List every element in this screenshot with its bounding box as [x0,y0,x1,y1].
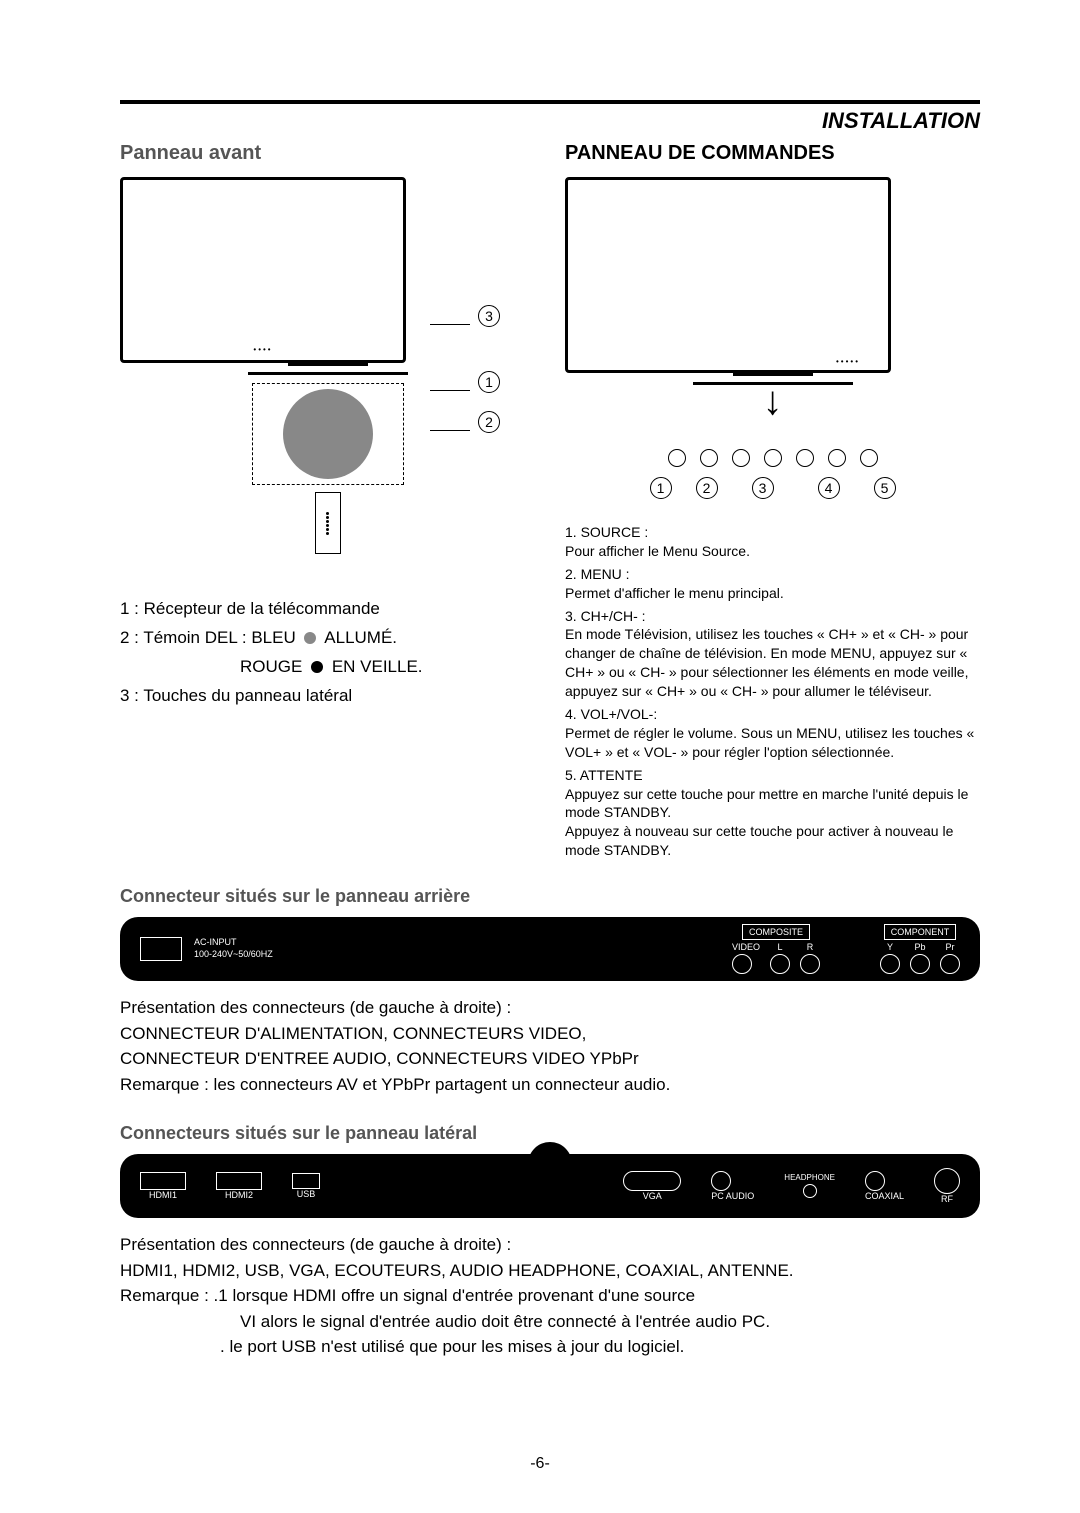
side-panel-title: Connecteurs situés sur le panneau latéra… [120,1123,980,1144]
rear-text-4: Remarque : les connecteurs AV et YPbPr p… [120,1072,980,1098]
r-label: R [800,942,820,952]
num-5: 5 [874,477,896,499]
l-port [770,954,790,974]
cp-item-3-head: 3. CH+/CH- : [565,607,980,626]
cp-item-4-body: Permet de régler le volume. Sous un MENU… [565,724,980,762]
cp-item-5-body: Appuyez sur cette touche pour mettre en … [565,785,980,823]
tv-stand-right [733,373,813,376]
cp-item-2-body: Permet d'afficher le menu principal. [565,584,980,603]
button-2 [700,449,718,467]
cp-item-1-body: Pour afficher le Menu Source. [565,542,980,561]
pb-port [910,954,930,974]
composite-group: COMPOSITE VIDEO L R [732,924,820,974]
coaxial-port: COAXIAL [865,1171,904,1201]
blue-dot-icon [304,632,316,644]
y-label: Y [880,942,900,952]
legend-line-3: ROUGE EN VEILLE. [120,653,535,682]
pr-label: Pr [940,942,960,952]
front-panel-section: Panneau avant •••• 3 1 2 [120,142,535,860]
receiver-circle [283,389,373,479]
pr-port [940,954,960,974]
usb-port: USB [292,1173,320,1199]
button-labels: 1 2 3 4 5 [565,477,980,515]
tv-diagram-right: ••••• [565,177,891,373]
rf-port: RF [934,1168,960,1204]
tv-stand [288,363,368,366]
cp-item-5-head: 5. ATTENTE [565,766,980,785]
video-label: VIDEO [732,942,760,952]
tv-stand-base [248,372,408,375]
side-text-1: Présentation des connecteurs (de gauche … [120,1232,980,1258]
vga-port: VGA [623,1171,681,1201]
control-panel-title: PANNEAU DE COMMANDES [565,142,980,165]
side-text-4: VI alors le signal d'entrée audio doit ê… [120,1309,980,1335]
composite-label: COMPOSITE [742,924,810,940]
pb-label: Pb [910,942,930,952]
rear-panel-text: Présentation des connecteurs (de gauche … [120,995,980,1097]
top-columns: Panneau avant •••• 3 1 2 [120,142,980,860]
video-port [732,954,752,974]
ac-input-label: AC-INPUT [194,937,273,947]
side-text-3: Remarque : .1 lorsque HDMI offre un sign… [120,1283,980,1309]
rear-text-1: Présentation des connecteurs (de gauche … [120,995,980,1021]
button-4a [796,449,814,467]
tv-diagram: •••• [120,177,406,363]
callout-3: 3 [478,305,500,327]
cp-item-6-body: Appuyez à nouveau sur cette touche pour … [565,822,980,860]
button-row [565,449,980,467]
hdmi2-port: HDMI2 [216,1172,262,1200]
num-1: 1 [650,477,672,499]
side-panel-diagram: HDMI1 HDMI2 USB VGA PC AUDIO HEADPHONE C… [120,1154,980,1218]
rear-panel-title: Connecteur situés sur le panneau arrière [120,886,980,907]
cp-item-4-head: 4. VOL+/VOL-: [565,705,980,724]
arrow-down-icon: ↓ [565,389,980,413]
callout-2: 2 [478,411,500,433]
component-group: COMPONENT Y Pb Pr [880,924,960,974]
num-4: 4 [818,477,840,499]
callout-1: 1 [478,371,500,393]
rear-text-3: CONNECTEUR D'ENTREE AUDIO, CONNECTEURS V… [120,1046,980,1072]
rear-panel-diagram: AC-INPUT 100-240V~50/60HZ COMPOSITE VIDE… [120,917,980,981]
pcaudio-port: PC AUDIO [711,1171,754,1201]
hdmi1-port: HDMI1 [140,1172,186,1200]
headphone-port: HEADPHONE [784,1173,835,1200]
num-3: 3 [752,477,774,499]
button-4b [828,449,846,467]
r-port [800,954,820,974]
control-panel-description: 1. SOURCE : Pour afficher le Menu Source… [565,523,980,860]
rear-text-2: CONNECTEUR D'ALIMENTATION, CONNECTEURS V… [120,1021,980,1047]
side-text-5: . le port USB n'est utilisé que pour les… [120,1334,980,1360]
legend-line-1: 1 : Récepteur de la télécommande [120,595,535,624]
l-label: L [770,942,790,952]
ac-input-sub: 100-240V~50/60HZ [194,949,273,959]
button-5 [860,449,878,467]
receiver-detail [252,383,404,485]
page-header: INSTALLATION [120,108,980,134]
button-1 [668,449,686,467]
component-label: COMPONENT [884,924,957,940]
legend-line-4: 3 : Touches du panneau latéral [120,682,535,711]
cp-item-3-body: En mode Télévision, utilisez les touches… [565,625,980,701]
front-panel-legend: 1 : Récepteur de la télécommande 2 : Tém… [120,595,535,711]
button-3a [732,449,750,467]
side-panel-text: Présentation des connecteurs (de gauche … [120,1232,980,1360]
header-divider [120,100,980,104]
page: INSTALLATION Panneau avant •••• 3 1 2 [0,0,1080,1513]
ac-input-port [140,937,182,961]
cp-item-2-head: 2. MENU : [565,565,980,584]
y-port [880,954,900,974]
button-3b [764,449,782,467]
red-dot-icon [311,661,323,673]
front-panel-callouts: 3 1 2 [430,217,500,449]
panel-hump [528,1142,572,1166]
remote-icon [315,492,341,554]
side-text-2: HDMI1, HDMI2, USB, VGA, ECOUTEURS, AUDIO… [120,1258,980,1284]
front-panel-title: Panneau avant [120,142,535,165]
num-2: 2 [696,477,718,499]
control-panel-section: PANNEAU DE COMMANDES ••••• ↓ 1 2 3 4 [565,142,980,860]
legend-line-2: 2 : Témoin DEL : BLEU ALLUMÉ. [120,624,535,653]
cp-item-1-head: 1. SOURCE : [565,523,980,542]
page-number: -6- [0,1455,1080,1473]
